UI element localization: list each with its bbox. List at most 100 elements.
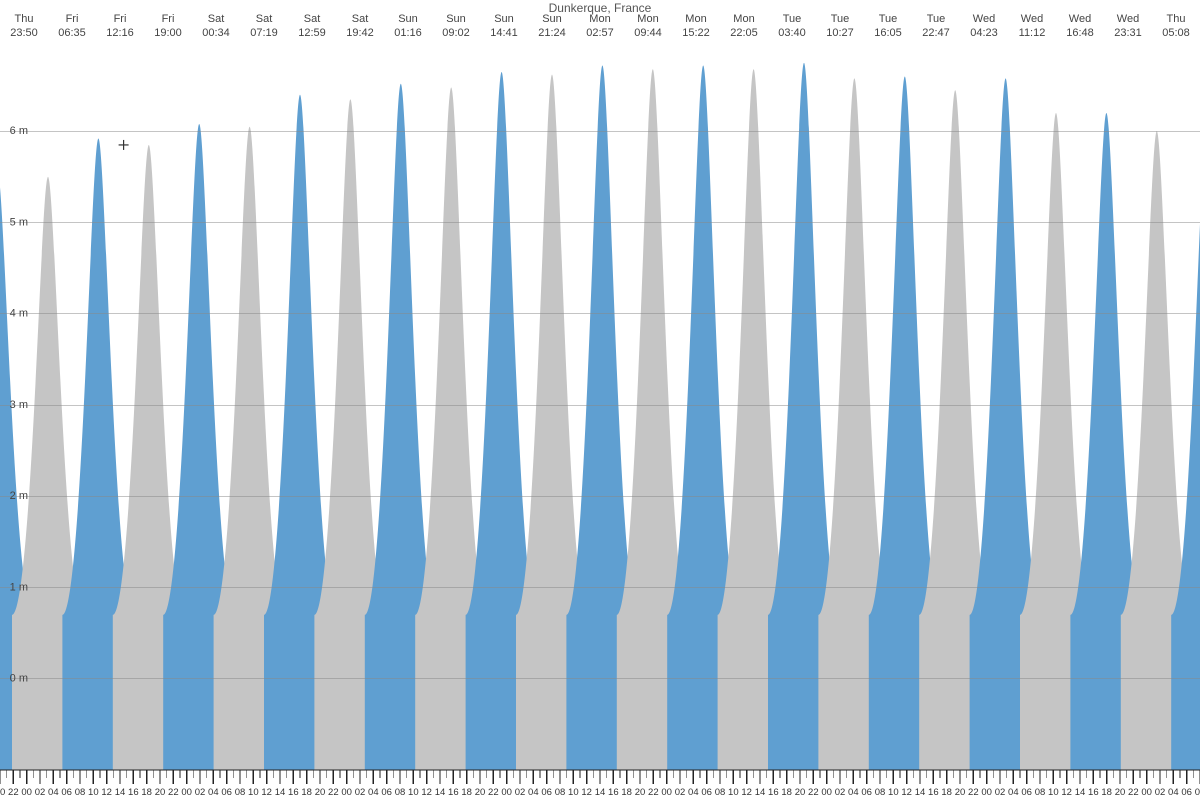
- x-tick-label: 04: [1168, 787, 1179, 798]
- x-tick-label: 22: [808, 787, 819, 798]
- x-tick-label: 20: [955, 787, 966, 798]
- x-tick-label: 10: [248, 787, 259, 798]
- x-tick-label: 20: [635, 787, 646, 798]
- x-tick-label: 20: [0, 787, 5, 798]
- top-label-time: 06:35: [58, 27, 86, 39]
- x-tick-label: 12: [261, 787, 272, 798]
- top-label-day: Fri: [66, 13, 79, 25]
- top-label-day: Sat: [352, 13, 369, 25]
- x-tick-label: 16: [608, 787, 619, 798]
- top-label-day: Wed: [1021, 13, 1043, 25]
- xaxis-layer: 2022000204060810121416182022000204060810…: [0, 770, 1200, 798]
- x-tick-label: 10: [568, 787, 579, 798]
- x-tick-label: 08: [875, 787, 886, 798]
- y-axis-label: 1 m: [10, 581, 28, 593]
- top-label-day: Thu: [15, 13, 34, 25]
- top-label-day: Mon: [685, 13, 706, 25]
- top-label-day: Wed: [1117, 13, 1139, 25]
- x-tick-label: 18: [301, 787, 312, 798]
- x-tick-label: 02: [1155, 787, 1166, 798]
- x-tick-label: 08: [1195, 787, 1200, 798]
- x-tick-label: 22: [168, 787, 179, 798]
- top-label-time: 15:22: [682, 27, 710, 39]
- x-tick-label: 20: [795, 787, 806, 798]
- x-tick-label: 22: [1128, 787, 1139, 798]
- x-tick-label: 04: [848, 787, 859, 798]
- x-tick-label: 10: [408, 787, 419, 798]
- x-tick-label: 14: [435, 787, 446, 798]
- y-axis-label: 6 m: [10, 125, 28, 137]
- top-label-time: 19:00: [154, 27, 182, 39]
- x-tick-label: 22: [648, 787, 659, 798]
- top-label-time: 23:50: [10, 27, 38, 39]
- x-tick-label: 14: [1075, 787, 1086, 798]
- x-tick-label: 00: [821, 787, 832, 798]
- x-tick-label: 10: [88, 787, 99, 798]
- top-labels-layer: Thu23:50Fri06:35Fri12:16Fri19:00Sat00:34…: [10, 13, 1190, 39]
- x-tick-label: 06: [701, 787, 712, 798]
- x-tick-label: 14: [115, 787, 126, 798]
- top-label-day: Sat: [304, 13, 321, 25]
- x-tick-label: 12: [581, 787, 592, 798]
- top-label-time: 16:48: [1066, 27, 1094, 39]
- top-label-time: 22:47: [922, 27, 950, 39]
- x-tick-label: 16: [128, 787, 139, 798]
- x-tick-label: 08: [555, 787, 566, 798]
- x-tick-label: 00: [501, 787, 512, 798]
- chart-title: Dunkerque, France: [549, 1, 652, 15]
- peaks-layer: [0, 63, 1200, 770]
- x-tick-label: 06: [541, 787, 552, 798]
- x-tick-label: 06: [221, 787, 232, 798]
- y-axis-label: 2 m: [10, 490, 28, 502]
- top-label-day: Wed: [973, 13, 995, 25]
- top-label-time: 00:34: [202, 27, 230, 39]
- x-tick-label: 08: [715, 787, 726, 798]
- x-tick-label: 22: [968, 787, 979, 798]
- x-tick-label: 20: [475, 787, 486, 798]
- x-tick-label: 02: [195, 787, 206, 798]
- x-tick-label: 16: [1088, 787, 1099, 798]
- top-label-day: Mon: [733, 13, 754, 25]
- top-label-time: 02:57: [586, 27, 614, 39]
- top-label-day: Sat: [256, 13, 273, 25]
- top-label-time: 12:16: [106, 27, 134, 39]
- x-tick-label: 04: [528, 787, 539, 798]
- x-tick-label: 04: [1008, 787, 1019, 798]
- x-tick-label: 20: [1115, 787, 1126, 798]
- top-label-day: Wed: [1069, 13, 1091, 25]
- x-tick-label: 08: [75, 787, 86, 798]
- x-tick-label: 14: [755, 787, 766, 798]
- top-label-time: 12:59: [298, 27, 326, 39]
- top-label-day: Sun: [446, 13, 466, 25]
- top-label-time: 01:16: [394, 27, 422, 39]
- x-tick-label: 02: [355, 787, 366, 798]
- x-tick-label: 00: [181, 787, 192, 798]
- top-label-day: Tue: [927, 13, 946, 25]
- x-tick-label: 18: [781, 787, 792, 798]
- top-label-day: Tue: [783, 13, 802, 25]
- x-tick-label: 00: [661, 787, 672, 798]
- top-label-day: Tue: [831, 13, 850, 25]
- top-label-time: 21:24: [538, 27, 566, 39]
- x-tick-label: 14: [915, 787, 926, 798]
- x-tick-label: 06: [61, 787, 72, 798]
- top-label-time: 14:41: [490, 27, 518, 39]
- y-axis-label: 0 m: [10, 673, 28, 685]
- top-label-day: Tue: [879, 13, 898, 25]
- x-tick-label: 10: [1048, 787, 1059, 798]
- x-tick-label: 12: [1061, 787, 1072, 798]
- x-tick-label: 12: [741, 787, 752, 798]
- x-tick-label: 00: [21, 787, 32, 798]
- x-tick-label: 06: [1021, 787, 1032, 798]
- x-tick-label: 18: [621, 787, 632, 798]
- x-tick-label: 14: [275, 787, 286, 798]
- x-tick-label: 00: [341, 787, 352, 798]
- x-tick-label: 22: [488, 787, 499, 798]
- x-tick-label: 18: [461, 787, 472, 798]
- x-tick-label: 22: [328, 787, 339, 798]
- x-tick-label: 06: [1181, 787, 1192, 798]
- top-label-time: 23:31: [1114, 27, 1142, 39]
- top-label-time: 16:05: [874, 27, 902, 39]
- x-tick-label: 04: [688, 787, 699, 798]
- x-tick-label: 00: [1141, 787, 1152, 798]
